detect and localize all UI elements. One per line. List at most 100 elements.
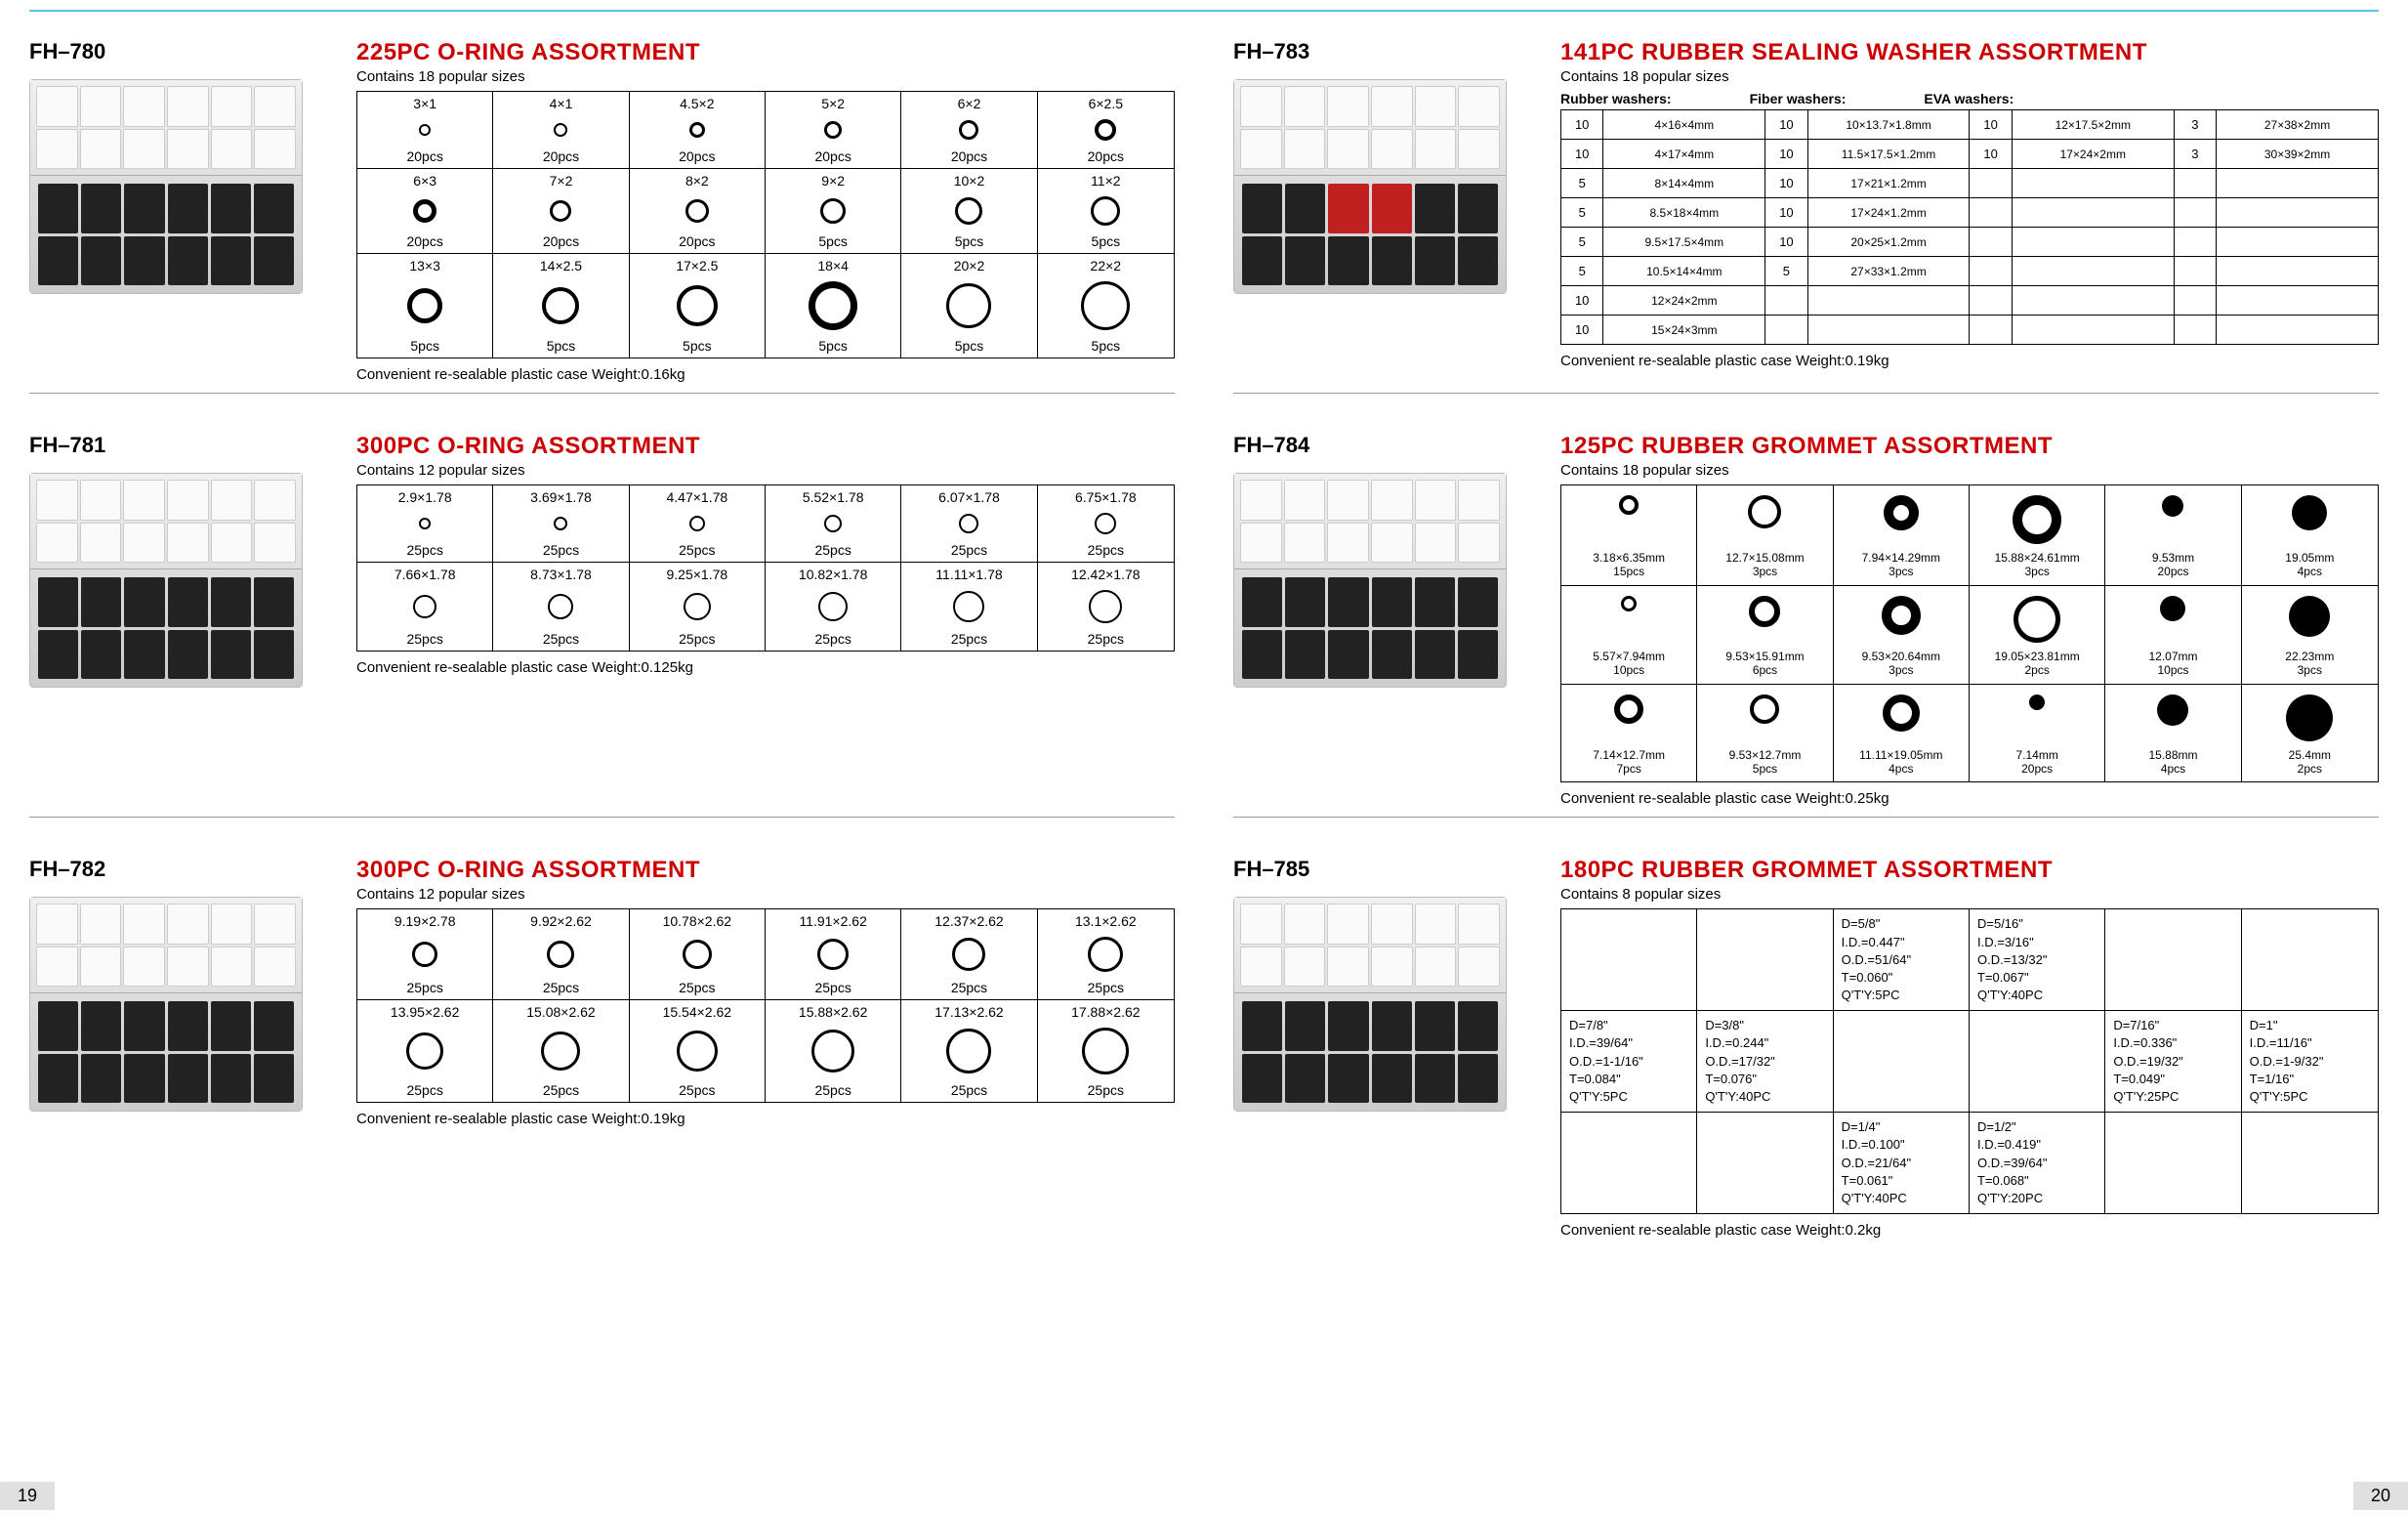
ring-size: 6×2.5	[1089, 96, 1123, 111]
grommet-label: 25.4mm2pcs	[2289, 748, 2331, 777]
washer-size: 8×14×4mm	[1603, 169, 1765, 198]
case-image	[1233, 473, 1507, 688]
washer-size	[2217, 286, 2379, 316]
ring-size: 17.13×2.62	[934, 1004, 1003, 1020]
ring-icon	[1089, 590, 1122, 623]
washer-size: 20×25×1.2mm	[1807, 228, 1970, 257]
ring-cell: 13.95×2.6225pcs	[357, 1000, 493, 1102]
ring-qty: 25pcs	[679, 1082, 715, 1098]
ring-size: 5.52×1.78	[803, 489, 864, 505]
ring-icon	[683, 940, 712, 969]
ring-qty: 20pcs	[543, 148, 579, 164]
ring-qty: 5pcs	[1092, 338, 1121, 354]
grommet-solid-icon	[2162, 495, 2183, 517]
ring-qty: 25pcs	[951, 980, 987, 995]
washer-qty: 10	[1765, 110, 1807, 140]
ring-size: 11×2	[1091, 173, 1121, 189]
case-image	[29, 897, 303, 1112]
ring-size: 13×3	[409, 258, 440, 274]
spec-cell	[1561, 1113, 1697, 1213]
ring-cell: 6×2 20pcs	[901, 92, 1037, 169]
washer-size	[1807, 316, 1970, 345]
case-image	[1233, 897, 1507, 1112]
ring-size: 9×2	[821, 173, 845, 189]
catalog-page: FH–780 225PC O-RING ASSORTMENT Contains …	[29, 20, 2379, 1248]
ring-qty: 25pcs	[951, 1082, 987, 1098]
washer-size	[2217, 316, 2379, 345]
washer-headers: Rubber washers: Fiber washers: EVA washe…	[1560, 91, 2379, 106]
ring-size: 6×2	[958, 96, 981, 111]
washer-size	[2012, 228, 2174, 257]
ring-qty: 25pcs	[543, 631, 579, 647]
spec-cell: D=1/2" I.D.=0.419" O.D.=39/64" T=0.068" …	[1970, 1113, 2105, 1213]
spec-cell	[1697, 909, 1833, 1011]
grommet-label: 9.53×15.91mm6pcs	[1725, 650, 1804, 678]
ring-icon	[818, 592, 848, 621]
grommet-label: 3.18×6.35mm15pcs	[1593, 551, 1665, 579]
washer-qty: 10	[1561, 110, 1603, 140]
washer-size	[1807, 286, 1970, 316]
washer-qty	[1970, 198, 2012, 228]
ring-size: 10.78×2.62	[663, 913, 731, 929]
product-footer: Convenient re-sealable plastic case Weig…	[1560, 353, 2379, 369]
washer-size: 8.5×18×4mm	[1603, 198, 1765, 228]
ring-cell: 4×120pcs	[493, 92, 629, 169]
washer-qty: 5	[1765, 257, 1807, 286]
washer-size: 27×33×1.2mm	[1807, 257, 1970, 286]
washer-qty	[2174, 169, 2216, 198]
ring-cell: 6×2.5 20pcs	[1038, 92, 1174, 169]
washer-size	[2217, 257, 2379, 286]
ring-size: 7×2	[550, 173, 573, 189]
ring-icon	[406, 1032, 443, 1070]
grommet-cell: 7.94×14.29mm3pcs	[1834, 485, 1970, 586]
spec-cell: D=1" I.D.=11/16" O.D.=1-9/32" T=1/16" Q'…	[2242, 1011, 2378, 1113]
ring-icon	[413, 595, 436, 618]
ring-qty: 25pcs	[1088, 542, 1124, 558]
ring-cell: 18×45pcs	[766, 254, 901, 358]
ring-qty: 25pcs	[1088, 980, 1124, 995]
grommet-cell: 9.53×12.7mm5pcs	[1697, 685, 1833, 782]
ring-qty: 20pcs	[951, 148, 987, 164]
ring-icon	[689, 516, 705, 531]
ring-cell: 6.75×1.7825pcs	[1038, 485, 1174, 563]
grommet-label: 12.7×15.08mm3pcs	[1725, 551, 1804, 579]
grommet-ring-icon	[1749, 596, 1780, 627]
washer-qty	[2174, 198, 2216, 228]
ring-icon	[1081, 281, 1130, 330]
spec-cell: D=7/8" I.D.=39/64" O.D.=1-1/16" T=0.084"…	[1561, 1011, 1697, 1113]
grommet-cell: 7.14mm20pcs	[1970, 685, 2105, 782]
ring-icon	[1091, 196, 1120, 226]
ring-cell: 5.52×1.7825pcs	[766, 485, 901, 563]
ring-icon	[547, 941, 574, 968]
ring-size: 2.9×1.78	[398, 489, 452, 505]
ring-size: 6×3	[413, 173, 436, 189]
ring-icon	[550, 200, 571, 222]
ring-cell: 13×35pcs	[357, 254, 493, 358]
ring-cell: 13.1×2.6225pcs	[1038, 909, 1174, 1000]
washer-size: 4×16×4mm	[1603, 110, 1765, 140]
ring-qty: 25pcs	[543, 542, 579, 558]
ring-qty: 20pcs	[1088, 148, 1124, 164]
ring-icon	[419, 124, 431, 136]
page-number-left: 19	[0, 1482, 55, 1510]
grommet-cell: 5.57×7.94mm10pcs	[1561, 586, 1697, 685]
ring-table: 2.9×1.7825pcs3.69×1.7825pcs4.47×1.7825pc…	[356, 484, 1175, 652]
washer-size: 30×39×2mm	[2217, 140, 2379, 169]
ring-cell: 6.07×1.7825pcs	[901, 485, 1037, 563]
ring-qty: 25pcs	[951, 631, 987, 647]
ring-qty: 25pcs	[406, 980, 442, 995]
ring-size: 3.69×1.78	[530, 489, 592, 505]
ring-cell: 9.25×1.7825pcs	[630, 563, 766, 651]
product-footer: Convenient re-sealable plastic case Weig…	[356, 659, 1175, 676]
product-fh784: FH–784 125PC RUBBER GROMMET ASSORTMENT C…	[1233, 413, 2379, 818]
ring-cell: 14×2.55pcs	[493, 254, 629, 358]
ring-cell: 11.91×2.6225pcs	[766, 909, 901, 1000]
washer-qty: 10	[1970, 140, 2012, 169]
washer-size	[2012, 169, 2174, 198]
ring-icon	[548, 594, 573, 619]
ring-size: 5×2	[821, 96, 845, 111]
product-footer: Convenient re-sealable plastic case Weig…	[1560, 790, 2379, 807]
grommet-cell: 9.53mm20pcs	[2105, 485, 2241, 586]
grommet-label: 7.94×14.29mm3pcs	[1862, 551, 1940, 579]
grommet-ring-icon	[1621, 596, 1637, 611]
